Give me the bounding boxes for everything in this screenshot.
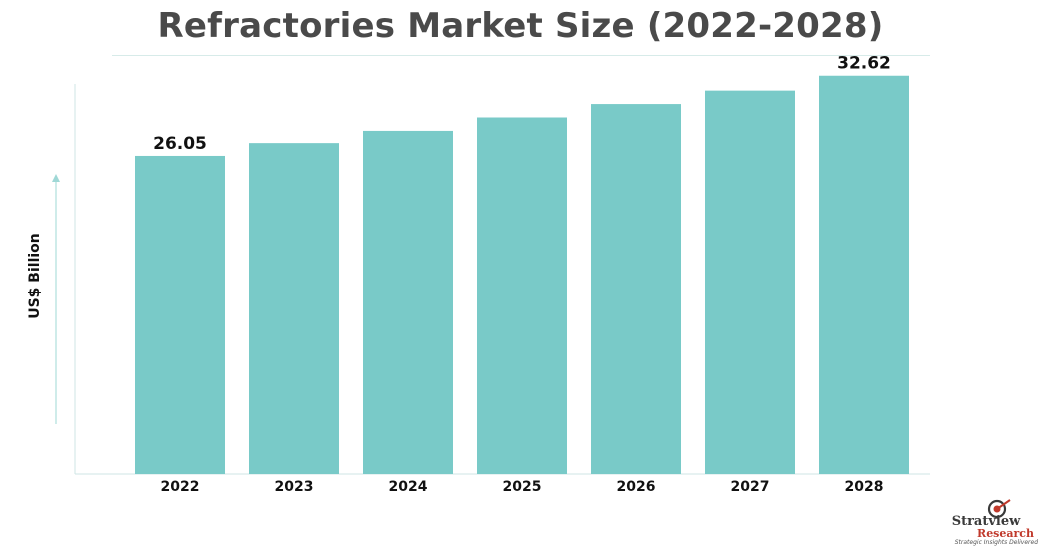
logo-target-icon [987,499,1011,518]
chart-title: Refractories Market Size (2022-2028) [157,6,884,46]
logo-tagline: Strategic Insights Delivered [954,539,1038,546]
data-label-2022: 26.05 [153,134,207,154]
x-tick-label-2025: 2025 [503,479,542,495]
bar-2022 [135,155,225,474]
bar-2023 [249,143,339,474]
data-label-2028: 32.62 [837,54,891,74]
x-tick-label-2028: 2028 [845,479,884,495]
bar-2026 [591,104,681,474]
bar-2024 [363,130,453,475]
x-tick-label-2024: 2024 [389,479,428,495]
y-arrow [52,174,60,424]
bar-2025 [477,117,567,474]
bar-2028 [819,75,909,474]
bar-2027 [705,90,795,475]
stratview-logo: Stratview Research Strategic Insights De… [934,498,1038,546]
x-tick-label-2022: 2022 [161,479,200,495]
logo-brand: Stratview [951,514,1021,529]
title-divider [112,55,930,56]
y-axis-label: US$ Billion [27,233,43,319]
logo-brand-sub: Research [977,527,1034,540]
x-tick-label-2026: 2026 [617,479,656,495]
x-tick-label-2027: 2027 [731,479,770,495]
x-tick-label-2023: 2023 [275,479,314,495]
